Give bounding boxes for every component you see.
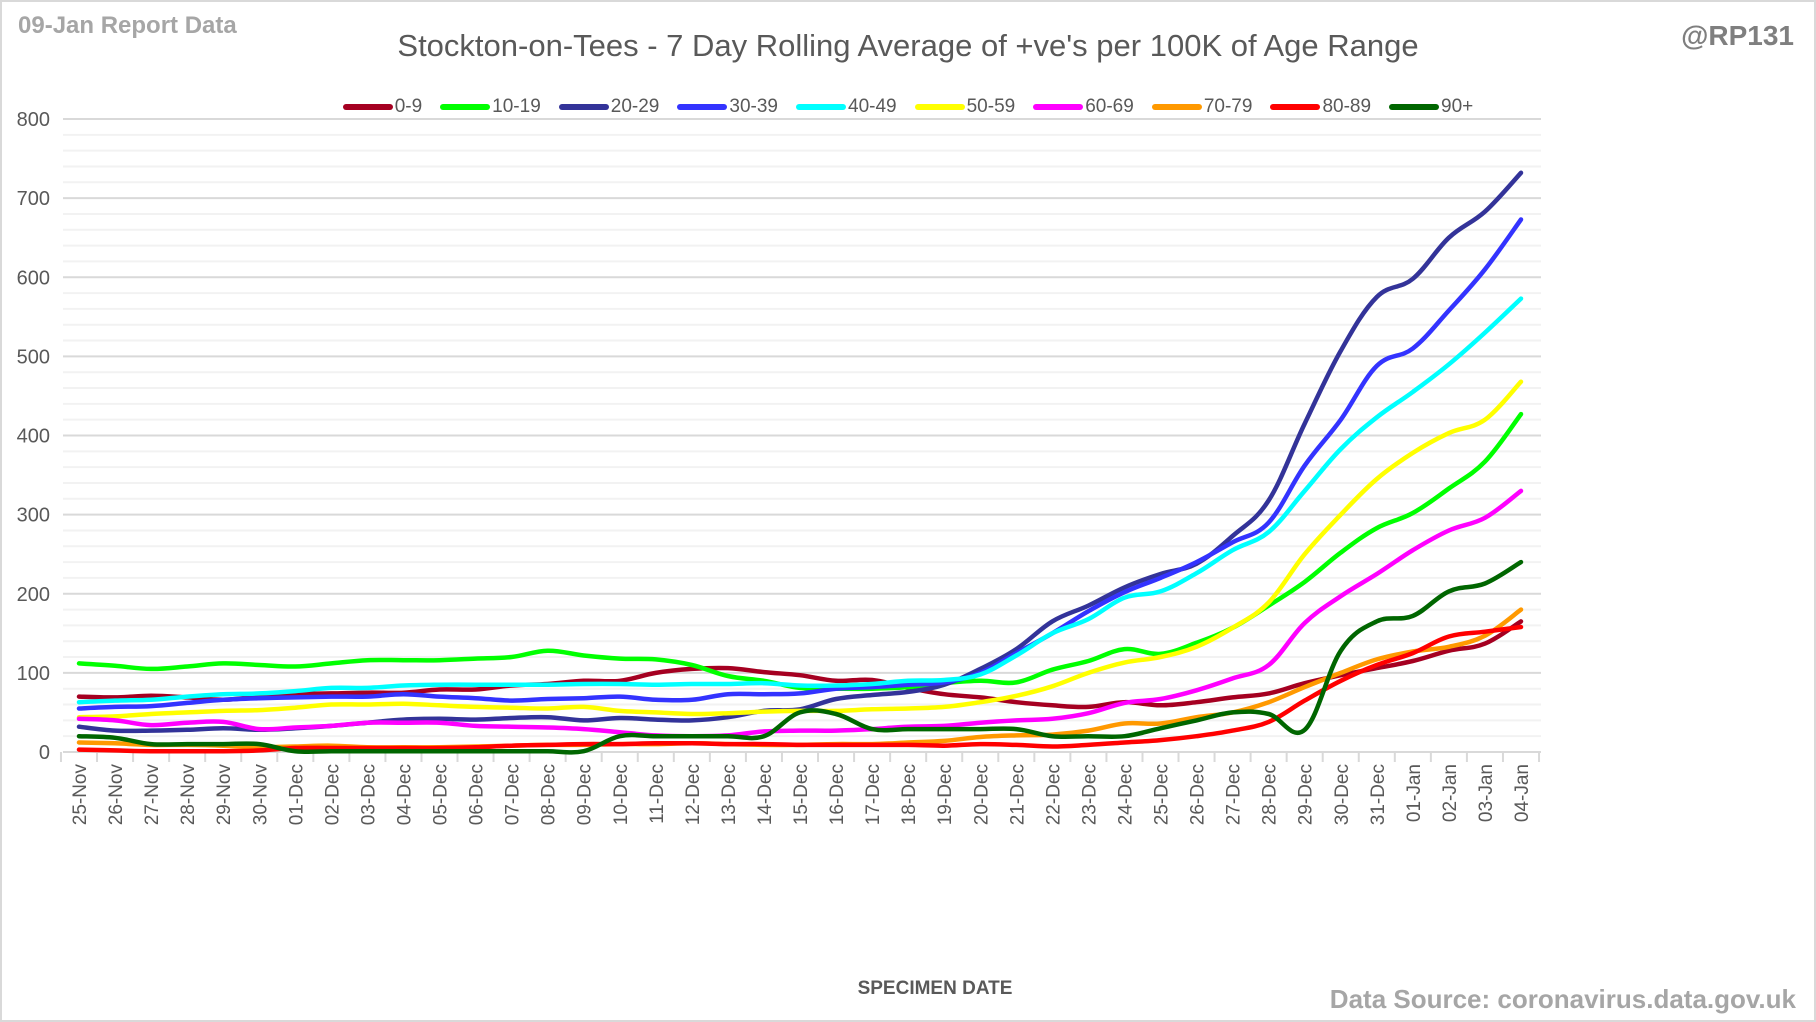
data-source-label: Data Source: coronavirus.data.gov.uk <box>1329 984 1796 1014</box>
x-tick-label: 06-Dec <box>467 764 488 825</box>
x-tick-label: 25-Nov <box>70 764 91 826</box>
gridlines <box>63 118 1541 738</box>
x-tick-label: 12-Dec <box>683 764 704 825</box>
x-tick-label: 29-Dec <box>1296 764 1317 825</box>
y-tick-label: 300 <box>17 505 50 527</box>
y-tick-label: 800 <box>17 109 50 131</box>
x-tick-label: 13-Dec <box>719 764 740 825</box>
x-tick-label: 04-Dec <box>394 764 415 825</box>
legend-label: 20-29 <box>610 96 660 117</box>
x-tick-label: 23-Dec <box>1079 764 1100 825</box>
x-tick-label: 28-Nov <box>178 764 199 826</box>
x-tick-label: 11-Dec <box>647 764 668 824</box>
legend-item-80-89: 80-89 <box>1270 96 1371 118</box>
legend-swatch <box>796 104 846 110</box>
y-axis: 0 100 200 300 400 500 600 700 800 <box>17 109 50 764</box>
legend-label: 60-69 <box>1085 96 1134 117</box>
x-tick-label: 30-Nov <box>250 764 271 826</box>
x-tick-label: 30-Dec <box>1332 764 1353 825</box>
x-tick-label: 24-Dec <box>1115 764 1136 825</box>
x-tick-label: 27-Nov <box>142 764 163 826</box>
legend-item-20-29: 20-29 <box>558 96 660 118</box>
x-tick-label: 08-Dec <box>539 764 560 825</box>
x-tick-label: 22-Dec <box>1043 764 1064 825</box>
series-line-60-69 <box>76 488 1524 739</box>
x-tick-label: 20-Dec <box>971 764 992 825</box>
legend-label: 50-59 <box>966 96 1016 117</box>
y-tick-label: 0 <box>39 742 50 764</box>
x-tick-label: 29-Nov <box>214 764 235 826</box>
legend-item-90plus: 90+ <box>1389 96 1473 118</box>
legend-item-10-19: 10-19 <box>440 96 541 118</box>
x-tick-label: 19-Dec <box>935 764 956 825</box>
x-tick-label: 04-Jan <box>1512 764 1533 822</box>
x-tick-label: 07-Dec <box>503 764 524 825</box>
chart-legend: 0-9 10-19 20-29 30-39 40-49 50-59 60-69 70-79 80… <box>0 96 1816 118</box>
legend-label: 40-49 <box>848 96 897 117</box>
legend-swatch <box>342 104 393 110</box>
legend-label: 90+ <box>1441 96 1474 117</box>
legend-swatch <box>1033 104 1084 110</box>
x-tick-label: 10-Dec <box>611 764 632 825</box>
legend-item-70-79: 70-79 <box>1151 96 1253 118</box>
x-tick-label: 26-Dec <box>1188 764 1209 825</box>
x-tick-label: 15-Dec <box>791 764 812 825</box>
y-tick-label: 700 <box>17 188 50 210</box>
x-tick-label: 03-Jan <box>1476 764 1497 822</box>
report-date-label: 09-Jan Report Data <box>18 12 237 39</box>
y-tick-label: 500 <box>17 346 50 368</box>
x-tick-label: 28-Dec <box>1260 764 1281 825</box>
x-tick-label: 27-Dec <box>1224 764 1245 825</box>
chart-title: Stockton-on-Tees - 7 Day Rolling Average… <box>397 28 1419 63</box>
series-lines <box>76 170 1524 755</box>
legend-swatch <box>914 104 965 110</box>
x-tick-label: 05-Dec <box>431 764 452 825</box>
legend-swatch <box>440 104 491 110</box>
x-tick-label: 09-Dec <box>575 764 596 825</box>
y-tick-label: 600 <box>17 267 50 289</box>
x-tick-label: 14-Dec <box>755 764 776 825</box>
x-tick-label: 31-Dec <box>1368 764 1389 825</box>
x-tick-label: 18-Dec <box>899 764 920 825</box>
legend-item-50-59: 50-59 <box>914 96 1016 118</box>
x-tick-label: 17-Dec <box>863 764 884 825</box>
legend-label: 70-79 <box>1203 96 1253 117</box>
legend-label: 0-9 <box>394 96 423 117</box>
x-tick-label: 03-Dec <box>358 764 379 825</box>
legend-swatch <box>677 104 728 110</box>
x-axis-title: SPECIMEN DATE <box>857 978 1013 999</box>
x-axis: 25-Nov 26-Nov 27-Nov 28-Nov 29-Nov 30-Nov 01-D… <box>59 751 1541 826</box>
legend-swatch <box>558 104 609 110</box>
series-line-10-19 <box>76 411 1524 692</box>
y-tick-label: 400 <box>17 426 50 448</box>
y-tick-label: 100 <box>17 663 50 685</box>
series-line-90plus <box>76 559 1524 755</box>
legend-label: 10-19 <box>492 96 541 117</box>
series-line-30-39 <box>76 217 1524 711</box>
x-tick-label: 02-Jan <box>1440 764 1461 822</box>
legend-swatch <box>1151 104 1202 110</box>
legend-swatch <box>1270 104 1321 110</box>
legend-item-60-69: 60-69 <box>1033 96 1134 118</box>
legend-label: 80-89 <box>1322 96 1372 117</box>
x-tick-label: 26-Nov <box>106 764 127 826</box>
legend-item-30-39: 30-39 <box>677 96 778 118</box>
x-tick-label: 25-Dec <box>1152 764 1173 825</box>
x-tick-label: 16-Dec <box>827 764 848 825</box>
series-line-40-49 <box>76 296 1524 705</box>
legend-swatch <box>1389 104 1440 110</box>
y-tick-label: 200 <box>17 584 50 606</box>
legend-label: 30-39 <box>729 96 778 117</box>
series-line-0-9 <box>76 619 1524 710</box>
author-handle: @RP131 <box>1681 20 1794 51</box>
x-tick-label: 02-Dec <box>322 764 343 825</box>
x-tick-label: 21-Dec <box>1007 764 1028 825</box>
legend-item-40-49: 40-49 <box>796 96 897 118</box>
x-tick-label: 01-Dec <box>286 764 307 825</box>
x-tick-label: 01-Jan <box>1404 764 1425 822</box>
legend-item-0-9: 0-9 <box>342 96 423 118</box>
series-line-80-89 <box>76 624 1524 754</box>
